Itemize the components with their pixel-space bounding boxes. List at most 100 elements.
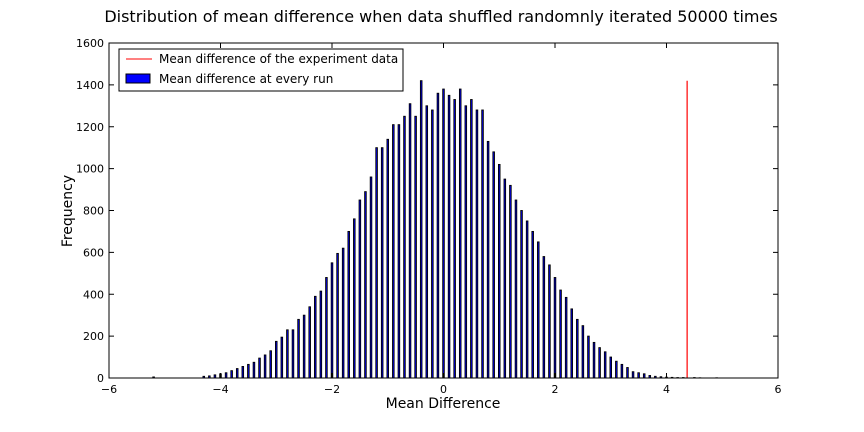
histogram-bar [631,371,635,379]
histogram-bar [470,99,473,379]
histogram-bar [458,88,462,379]
plot-area-frame [108,42,779,379]
histogram-bar [475,109,479,379]
x-tick-label: −6 [101,383,117,396]
histogram-bar [431,109,434,379]
histogram-bar [308,306,311,379]
histogram-bar [419,80,423,379]
histogram-bar [436,92,440,379]
chart-title: Distribution of mean difference when dat… [104,7,777,26]
histogram-bar [336,252,339,379]
histogram-bar [520,210,523,379]
y-tick-label: 800 [83,205,104,218]
histogram-bar [542,256,546,379]
y-tick-label: 400 [83,288,104,301]
histogram-bar [637,372,640,379]
y-tick-labels: 0 200 400 600 800 1000 1200 1400 1600 [76,37,104,385]
y-tick-label: 200 [83,330,104,343]
x-tick-label: 4 [663,383,670,396]
histogram-bar [576,318,579,379]
y-tick-label: 1400 [76,79,104,92]
histogram-bar [481,109,484,379]
y-tick-label: 1600 [76,37,104,50]
histogram-bar [364,191,367,379]
x-tick-label: 6 [775,383,782,396]
histogram-bar [531,230,534,379]
histogram-bar [269,350,272,379]
x-axis-title: Mean Difference [386,396,501,412]
histogram-bar [559,289,562,379]
histogram-bar [252,361,256,379]
histogram-bar [235,368,239,379]
histogram-bar [503,178,507,379]
histogram-bar [498,163,501,379]
histogram-bar [341,247,345,379]
histogram-bar [291,329,295,379]
histogram-bar [425,105,429,379]
histogram-bar [609,356,613,379]
legend-blue-bar-swatch [125,73,151,84]
histogram-bar [286,329,289,379]
y-tick-label: 0 [97,372,104,385]
histogram-bar [403,115,406,379]
histogram-bar [258,357,261,379]
histogram-bar [626,367,629,379]
histogram-bar [537,241,540,379]
x-tick-label: 2 [552,383,559,396]
histogram-bar [230,370,233,379]
histogram-bar [514,199,518,379]
legend-label-experiment-line: Mean difference of the experiment data [159,52,398,66]
histogram-bar [587,335,590,379]
histogram-bar [325,277,328,379]
y-axis-title: Frequency [60,175,76,247]
histogram-bar [280,336,284,379]
histogram-bar [509,184,512,379]
histogram-bar [553,277,557,379]
histogram-bar [642,373,646,379]
histogram-bar [386,138,390,379]
x-tick-label: −4 [212,383,228,396]
histogram-bar [330,262,334,379]
x-tick-label: 0 [440,383,447,396]
histogram-bar [319,290,323,379]
legend-label-histogram: Mean difference at every run [159,72,333,86]
x-tick-labels: −6 −4 −2 0 2 4 6 [101,383,782,396]
histogram-bar [380,147,384,379]
histogram-bar [464,105,468,379]
histogram-bar [375,147,378,379]
histogram-bar [297,318,300,379]
histogram-bar [620,363,624,379]
histogram-bar [564,296,568,379]
histogram-bar [369,176,373,379]
histogram-bar [592,341,596,379]
histogram-bar [548,264,551,379]
histogram-bar [397,124,401,379]
histogram-bar [492,151,495,379]
histogram-bar [453,99,456,379]
histogram-bar [598,347,601,379]
histogram-bar [447,94,451,379]
histogram-bar [347,230,350,379]
y-tick-label: 1000 [76,163,104,176]
histogram-bar [275,340,278,379]
histogram-bar [302,314,306,379]
histogram-bar [353,218,356,379]
histogram-bar [570,308,573,379]
histogram-bar [224,372,228,379]
histogram-bar [603,351,607,379]
histogram-bar [442,88,445,379]
histogram-bar [392,124,395,379]
y-tick-label: 1200 [76,121,104,134]
histogram-bar [358,199,362,379]
histogram-bar [414,115,417,379]
histogram-bar [247,363,250,379]
histogram-bar [525,220,529,379]
histogram-bar [408,103,412,379]
histogram-bar [263,354,267,379]
histogram-bar [581,325,585,379]
legend-box [118,48,404,92]
histogram-bar [615,360,618,379]
x-tick-label: −2 [324,383,340,396]
y-tick-label: 600 [83,246,104,259]
